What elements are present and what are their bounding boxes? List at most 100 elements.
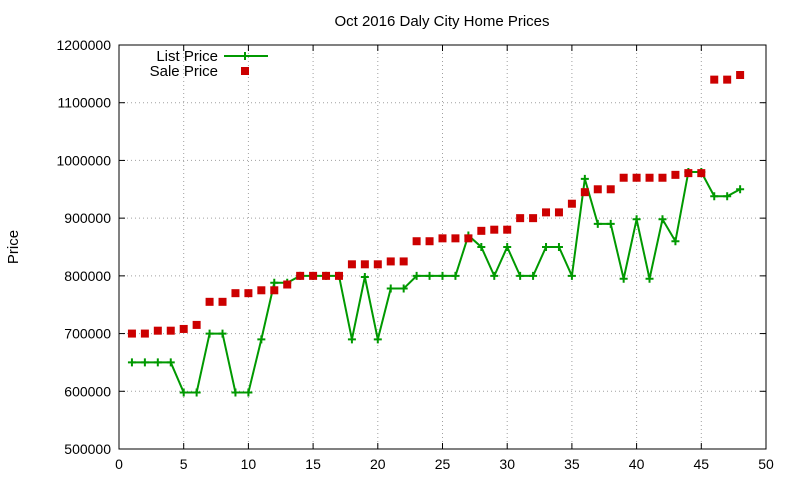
data-point-sale-price	[153, 326, 162, 335]
data-point-sale-price	[140, 329, 149, 338]
data-point-sale-price	[697, 169, 706, 178]
data-point-list-price	[606, 219, 615, 228]
data-point-list-price	[244, 388, 253, 397]
data-point-sale-price	[386, 257, 395, 266]
x-tick-label: 0	[115, 456, 123, 472]
data-point-sale-price	[671, 170, 680, 179]
data-point-list-price	[593, 219, 602, 228]
y-tick-label: 1000000	[56, 152, 111, 168]
data-point-sale-price	[412, 237, 421, 246]
x-tick-label: 50	[758, 456, 774, 472]
data-point-list-price	[477, 243, 486, 251]
data-point-list-price	[153, 358, 162, 367]
data-point-sale-price	[127, 329, 136, 338]
data-point-sale-price	[179, 324, 188, 333]
x-tick-label: 5	[180, 456, 188, 472]
data-point-list-price	[658, 215, 667, 224]
series-line-list-price	[131, 170, 741, 394]
data-point-list-price	[632, 215, 641, 224]
data-point-sale-price	[593, 185, 602, 194]
y-tick-label: 900000	[64, 210, 111, 226]
data-point-sale-price	[244, 289, 253, 298]
data-point-sale-price	[438, 234, 447, 243]
data-point-list-price	[425, 271, 434, 280]
data-point-sale-price	[360, 260, 369, 269]
data-point-list-price	[542, 243, 551, 251]
legend-swatch-sale-price-marker	[241, 67, 249, 75]
data-point-sale-price	[451, 234, 460, 243]
data-point-sale-price	[503, 225, 512, 234]
data-point-list-price	[671, 237, 680, 246]
y-tick-label: 1100000	[58, 95, 112, 111]
axis-ticks: 0 5 10 15 20 25 30 35 40 45 50 500000 600000 700000 80…	[56, 37, 774, 472]
data-point-sale-price	[283, 280, 292, 289]
data-point-sale-price	[658, 173, 667, 182]
data-point-sale-price	[192, 320, 201, 329]
data-point-list-price	[399, 284, 408, 293]
data-point-list-price	[127, 358, 136, 367]
x-tick-label: 40	[629, 456, 645, 472]
x-tick-label: 15	[305, 456, 321, 472]
data-marks	[127, 71, 745, 397]
data-point-list-price	[736, 185, 745, 194]
data-point-sale-price	[632, 173, 641, 182]
data-point-sale-price	[464, 234, 473, 243]
data-point-sale-price	[490, 225, 499, 234]
data-point-list-price	[218, 329, 227, 338]
data-point-sale-price	[399, 257, 408, 266]
data-point-list-price	[580, 174, 589, 183]
data-point-sale-price	[218, 297, 227, 306]
y-axis-label: Price	[5, 230, 22, 264]
y-tick-label: 700000	[64, 326, 111, 342]
data-point-sale-price	[425, 237, 434, 246]
data-point-list-price	[192, 388, 201, 397]
x-tick-label: 10	[241, 456, 257, 472]
data-point-list-price	[140, 358, 149, 367]
y-tick-label: 500000	[64, 441, 111, 457]
data-point-list-price	[645, 274, 654, 283]
legend-label-list-price: List Price	[156, 48, 218, 65]
data-point-sale-price	[373, 260, 382, 269]
x-tick-label: 20	[370, 456, 386, 472]
x-tick-label: 45	[694, 456, 710, 472]
data-point-list-price	[619, 274, 628, 283]
y-tick-label: 800000	[64, 268, 111, 284]
data-point-sale-price	[296, 271, 305, 280]
data-point-sale-price	[645, 173, 654, 182]
data-point-list-price	[723, 192, 732, 201]
data-point-list-price	[451, 271, 460, 280]
legend-label-sale-price: Sale Price	[150, 63, 218, 80]
data-point-sale-price	[477, 226, 486, 235]
data-point-list-price	[231, 388, 240, 397]
data-point-list-price	[438, 271, 447, 280]
data-point-list-price	[567, 271, 576, 280]
grid-lines	[119, 45, 766, 449]
data-point-list-price	[386, 284, 395, 293]
data-point-sale-price	[347, 260, 356, 269]
data-point-sale-price	[567, 199, 576, 208]
chart-title: Oct 2016 Daly City Home Prices	[334, 13, 549, 30]
data-point-list-price	[179, 388, 188, 397]
data-point-list-price	[205, 329, 214, 338]
x-tick-label: 30	[499, 456, 515, 472]
data-point-sale-price	[516, 214, 525, 223]
y-tick-label: 600000	[64, 383, 111, 399]
data-point-sale-price	[710, 75, 719, 84]
data-point-list-price	[360, 273, 369, 282]
data-point-sale-price	[334, 271, 343, 280]
data-point-sale-price	[736, 71, 745, 80]
data-point-list-price	[516, 271, 525, 280]
data-point-list-price	[347, 335, 356, 344]
data-point-list-price	[166, 358, 175, 367]
data-point-list-price	[412, 271, 421, 280]
data-point-sale-price	[529, 214, 538, 223]
data-point-sale-price	[231, 289, 240, 298]
x-tick-label: 35	[564, 456, 580, 472]
data-point-list-price	[257, 335, 266, 344]
data-point-sale-price	[257, 286, 266, 295]
y-tick-label: 1200000	[56, 37, 111, 53]
data-point-list-price	[490, 271, 499, 280]
data-point-list-price	[554, 243, 563, 251]
x-tick-label: 25	[435, 456, 451, 472]
